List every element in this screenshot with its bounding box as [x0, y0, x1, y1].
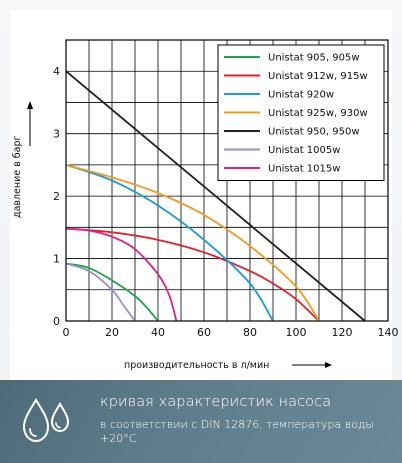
x-tick-label: 0: [63, 326, 70, 339]
legend-label: Unistat 912w, 915w: [268, 71, 368, 82]
legend-label: Unistat 925w, 930w: [268, 108, 368, 119]
y-tick-label: 1: [53, 253, 60, 266]
series-line: [65, 164, 274, 322]
legend-label: Unistat 920w: [268, 90, 334, 101]
x-tick-label: 20: [105, 326, 119, 339]
pump-curve-chart: 0 20 40 60 80 100 120 140 0 1 2 3 4 Unistat 905, 905…: [12, 39, 399, 371]
plot-frame: [65, 39, 389, 322]
caption-title: кривая характеристик насоса: [100, 394, 332, 410]
series-line: [65, 164, 320, 322]
series-layer: [65, 70, 366, 322]
legend-label: Unistat 950, 950w: [268, 127, 360, 138]
caption-subtitle: в соответствии с DIN 12876, температура …: [100, 418, 374, 445]
y-axis-title: давление в барг: [12, 136, 23, 218]
y-tick-label: 3: [53, 128, 60, 141]
tick-labels: 0 20 40 60 80 100 120 140 0 1 2 3 4: [53, 65, 399, 339]
x-tick-label: 140: [378, 326, 399, 339]
x-tick-label: 120: [332, 326, 353, 339]
legend: Unistat 905, 905w Unistat 912w, 915w Unist…: [217, 44, 385, 181]
y-tick-label: 2: [53, 190, 60, 203]
x-axis-title: производительность в л/мин: [124, 360, 269, 371]
water-drops-icon: [22, 398, 70, 443]
series-line: [65, 262, 136, 322]
x-tick-label: 60: [197, 326, 211, 339]
y-tick-label: 0: [53, 315, 60, 328]
x-tick-label: 100: [286, 326, 307, 339]
caption-banner: кривая характеристик насоса в соответств…: [0, 380, 402, 463]
series-line: [65, 227, 178, 322]
x-axis-arrowhead: [325, 362, 332, 368]
legend-label: Unistat 905, 905w: [268, 53, 360, 64]
x-tick-label: 40: [151, 326, 165, 339]
x-tick-label: 80: [243, 326, 257, 339]
y-tick-label: 4: [53, 65, 60, 78]
legend-label: Unistat 1005w: [268, 145, 340, 156]
y-axis-arrowhead: [27, 101, 33, 109]
legend-label: Unistat 1015w: [268, 164, 340, 175]
series-line: [65, 70, 366, 322]
series-line: [65, 262, 159, 322]
